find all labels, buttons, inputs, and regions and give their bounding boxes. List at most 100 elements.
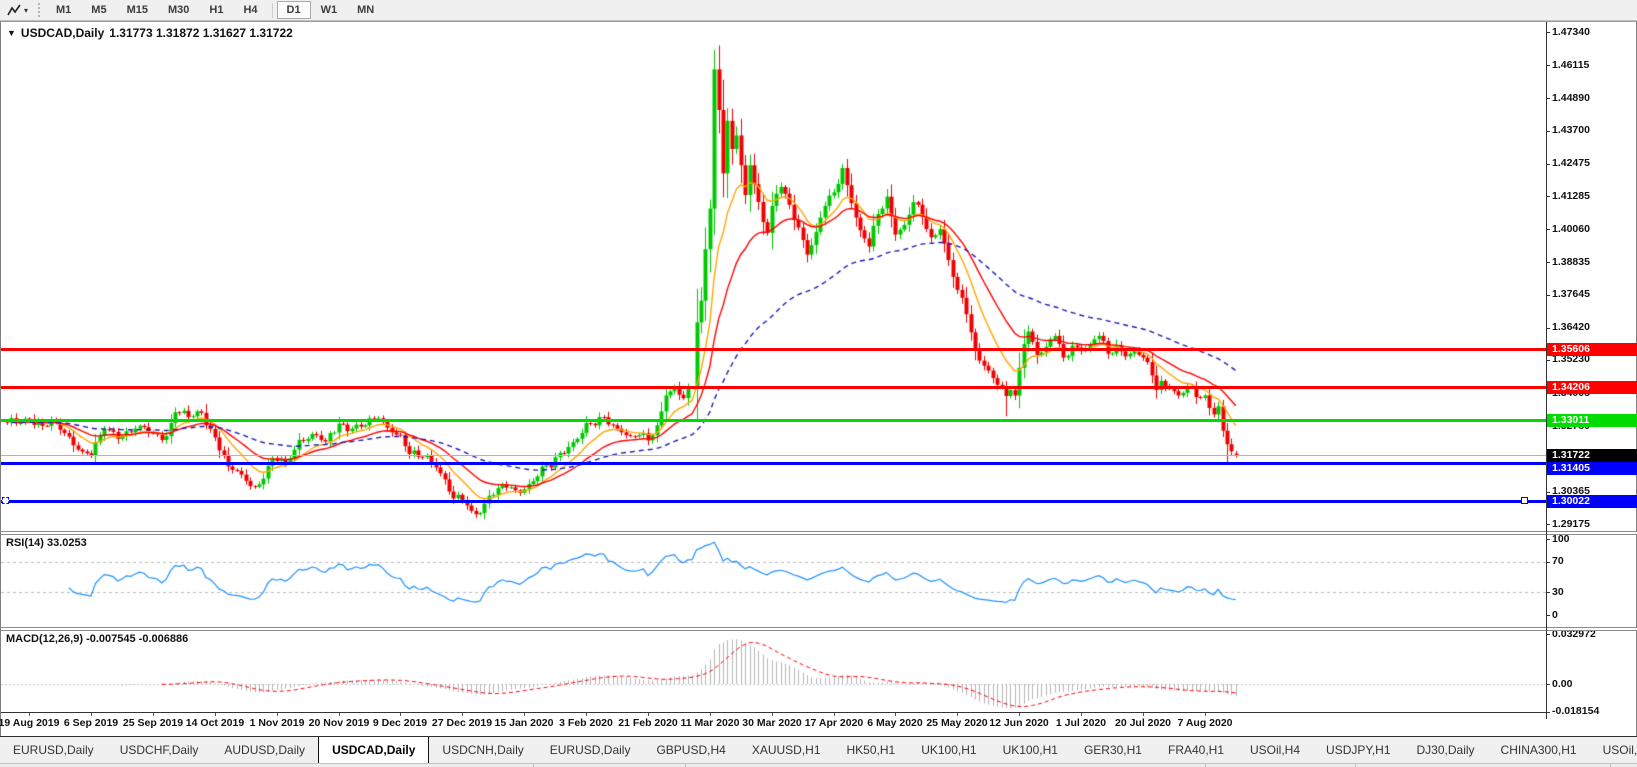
macd-tick-dash: [1546, 684, 1550, 685]
status-divider: [533, 764, 534, 767]
chart-tab-usdchf[interactable]: USDCHF,Daily: [119, 743, 199, 757]
timeframe-button-h4[interactable]: H4: [243, 4, 258, 16]
chart-window: ▼ USDCAD,Daily 1.31773 1.31872 1.31627 1…: [0, 21, 1637, 736]
rsi-tick-label: 100: [1552, 533, 1570, 545]
chart-tab-xauusd[interactable]: XAUUSD,H1: [751, 743, 821, 757]
horizontal-level-line[interactable]: [1, 462, 1546, 465]
chart-title: ▼ USDCAD,Daily 1.31773 1.31872 1.31627 1…: [7, 26, 293, 40]
status-bar-edge: [0, 763, 1637, 767]
horizontal-level-line[interactable]: [1, 348, 1546, 351]
time-tick-label: 3 Feb 2020: [559, 717, 613, 729]
price-tick-dash: [1546, 524, 1550, 525]
status-divider: [685, 764, 686, 767]
chart-bottom-border: [1, 712, 1546, 713]
horizontal-level-line[interactable]: [1, 419, 1546, 422]
time-tick-label: 11 Mar 2020: [680, 717, 740, 729]
chart-tab-hk50[interactable]: HK50,H1: [846, 743, 896, 757]
timeframe-button-m30[interactable]: M30: [167, 4, 190, 16]
status-divider: [1610, 764, 1611, 767]
chart-tab-usdcnh[interactable]: USDCNH,Daily: [442, 743, 524, 757]
timeframe-button-mn[interactable]: MN: [357, 4, 375, 16]
rsi-tick-label: 30: [1552, 586, 1564, 598]
time-tick-dash: [648, 712, 649, 716]
price-tick-label: 1.37645: [1552, 288, 1590, 300]
line-edge-marker[interactable]: [2, 497, 9, 504]
price-tick-label: 1.42475: [1552, 157, 1590, 169]
level-price-tag: 1.35606: [1547, 343, 1637, 356]
time-tick-dash: [277, 712, 278, 716]
time-tick-dash: [91, 712, 92, 716]
chart-tab-eurusd[interactable]: EURUSD,Daily: [549, 743, 631, 757]
chart-tab-audusd[interactable]: AUDUSD,Daily: [224, 743, 306, 757]
time-tick-label: 7 Aug 2020: [1177, 717, 1233, 729]
time-tick-dash: [29, 712, 30, 716]
timeframe-button-m5[interactable]: M5: [91, 4, 107, 16]
rsi-pane-separator[interactable]: [1, 531, 1637, 535]
price-tick-label: 1.41285: [1552, 190, 1590, 202]
horizontal-level-line[interactable]: [1, 386, 1546, 389]
price-tick-dash: [1546, 295, 1550, 296]
level-price-tag: 1.30022: [1547, 495, 1637, 508]
chart-tab-usoil[interactable]: USOil,H4: [1250, 743, 1301, 757]
chart-tab-eurusd[interactable]: EURUSD,Daily: [13, 743, 94, 757]
time-tick-dash: [1081, 712, 1082, 716]
time-tick-label: 1 Nov 2019: [249, 717, 305, 729]
price-axis-line: [1546, 22, 1547, 719]
timeframe-button-h1[interactable]: H1: [209, 4, 224, 16]
time-tick-label: 14 Oct 2019: [185, 717, 245, 729]
status-divider: [1205, 764, 1206, 767]
macd-tick-dash: [1546, 634, 1550, 635]
line-drag-handle[interactable]: [1521, 497, 1528, 504]
time-tick-dash: [895, 712, 896, 716]
chart-tab-usdcad[interactable]: USDCAD,Daily: [318, 737, 430, 763]
price-tick-dash: [1546, 492, 1550, 493]
chart-tab-usdjpy[interactable]: USDJPY,H1: [1326, 743, 1391, 757]
time-tick-label: 12 Jun 2020: [989, 717, 1049, 729]
price-tick-label: 1.46115: [1552, 59, 1590, 71]
chart-tab-china300[interactable]: CHINA300,H1: [1500, 743, 1577, 757]
time-tick-label: 21 Feb 2020: [618, 717, 678, 729]
chart-tab-ger30[interactable]: GER30,H1: [1083, 743, 1142, 757]
price-tick-label: 1.30365: [1552, 485, 1590, 497]
toolbar-divider: [271, 2, 273, 18]
timeframe-button-w1[interactable]: W1: [320, 4, 338, 16]
horizontal-level-line[interactable]: [1, 500, 1546, 503]
timeframe-button-m15[interactable]: M15: [126, 4, 148, 16]
macd-pane-separator[interactable]: [1, 627, 1637, 631]
price-tick-label: 1.40060: [1552, 223, 1590, 235]
rsi-tick-label: 0: [1552, 609, 1558, 621]
level-price-tag: 1.31405: [1547, 462, 1637, 475]
chart-tool-button[interactable]: ▾: [3, 3, 32, 18]
price-chart-canvas[interactable]: [1, 22, 1546, 712]
time-tick-dash: [400, 712, 401, 716]
rsi-tick-dash: [1546, 562, 1550, 563]
timeframe-toolbar: ▾ M1 M5 M15 M30 H1 H4 D1 W1 MN: [0, 0, 1637, 21]
macd-indicator-label: MACD(12,26,9) -0.007545 -0.006886: [6, 633, 189, 645]
chart-tab-fra40[interactable]: FRA40,H1: [1167, 743, 1225, 757]
timeframe-button-m1[interactable]: M1: [56, 4, 72, 16]
price-tick-dash: [1546, 164, 1550, 165]
chart-tab-uk100[interactable]: UK100,H1: [921, 743, 977, 757]
timeframe-button-d1[interactable]: D1: [276, 1, 311, 19]
time-tick-label: 25 Sep 2019: [122, 717, 184, 729]
chart-line-tool-icon: [7, 4, 21, 15]
chart-tab-uk100[interactable]: UK100,H1: [1002, 743, 1058, 757]
price-tick-label: 1.29175: [1552, 518, 1590, 530]
price-tick-dash: [1546, 196, 1550, 197]
price-tick-dash: [1546, 328, 1550, 329]
time-tick-dash: [462, 712, 463, 716]
macd-tick-label: 0.00: [1552, 678, 1573, 690]
chart-tab-bar: EURUSD,Daily USDCHF,Daily AUDUSD,Daily USDC…: [0, 736, 1637, 763]
time-tick-dash: [1019, 712, 1020, 716]
time-tick-label: 20 Jul 2020: [1114, 717, 1172, 729]
time-tick-dash: [1205, 712, 1206, 716]
level-price-tag: 1.34206: [1547, 381, 1637, 394]
current-price-line: [1, 455, 1546, 456]
chart-tab-gbpusd[interactable]: GBPUSD,H4: [656, 743, 726, 757]
chart-symbol-label: USDCAD,Daily: [20, 26, 105, 40]
toolbar-grip[interactable]: [38, 3, 41, 17]
time-tick-dash: [772, 712, 773, 716]
chart-tab-dj30[interactable]: DJ30,Daily: [1416, 743, 1475, 757]
time-tick-dash: [710, 712, 711, 716]
chart-tab-usoil[interactable]: USOil,H1: [1602, 743, 1637, 757]
